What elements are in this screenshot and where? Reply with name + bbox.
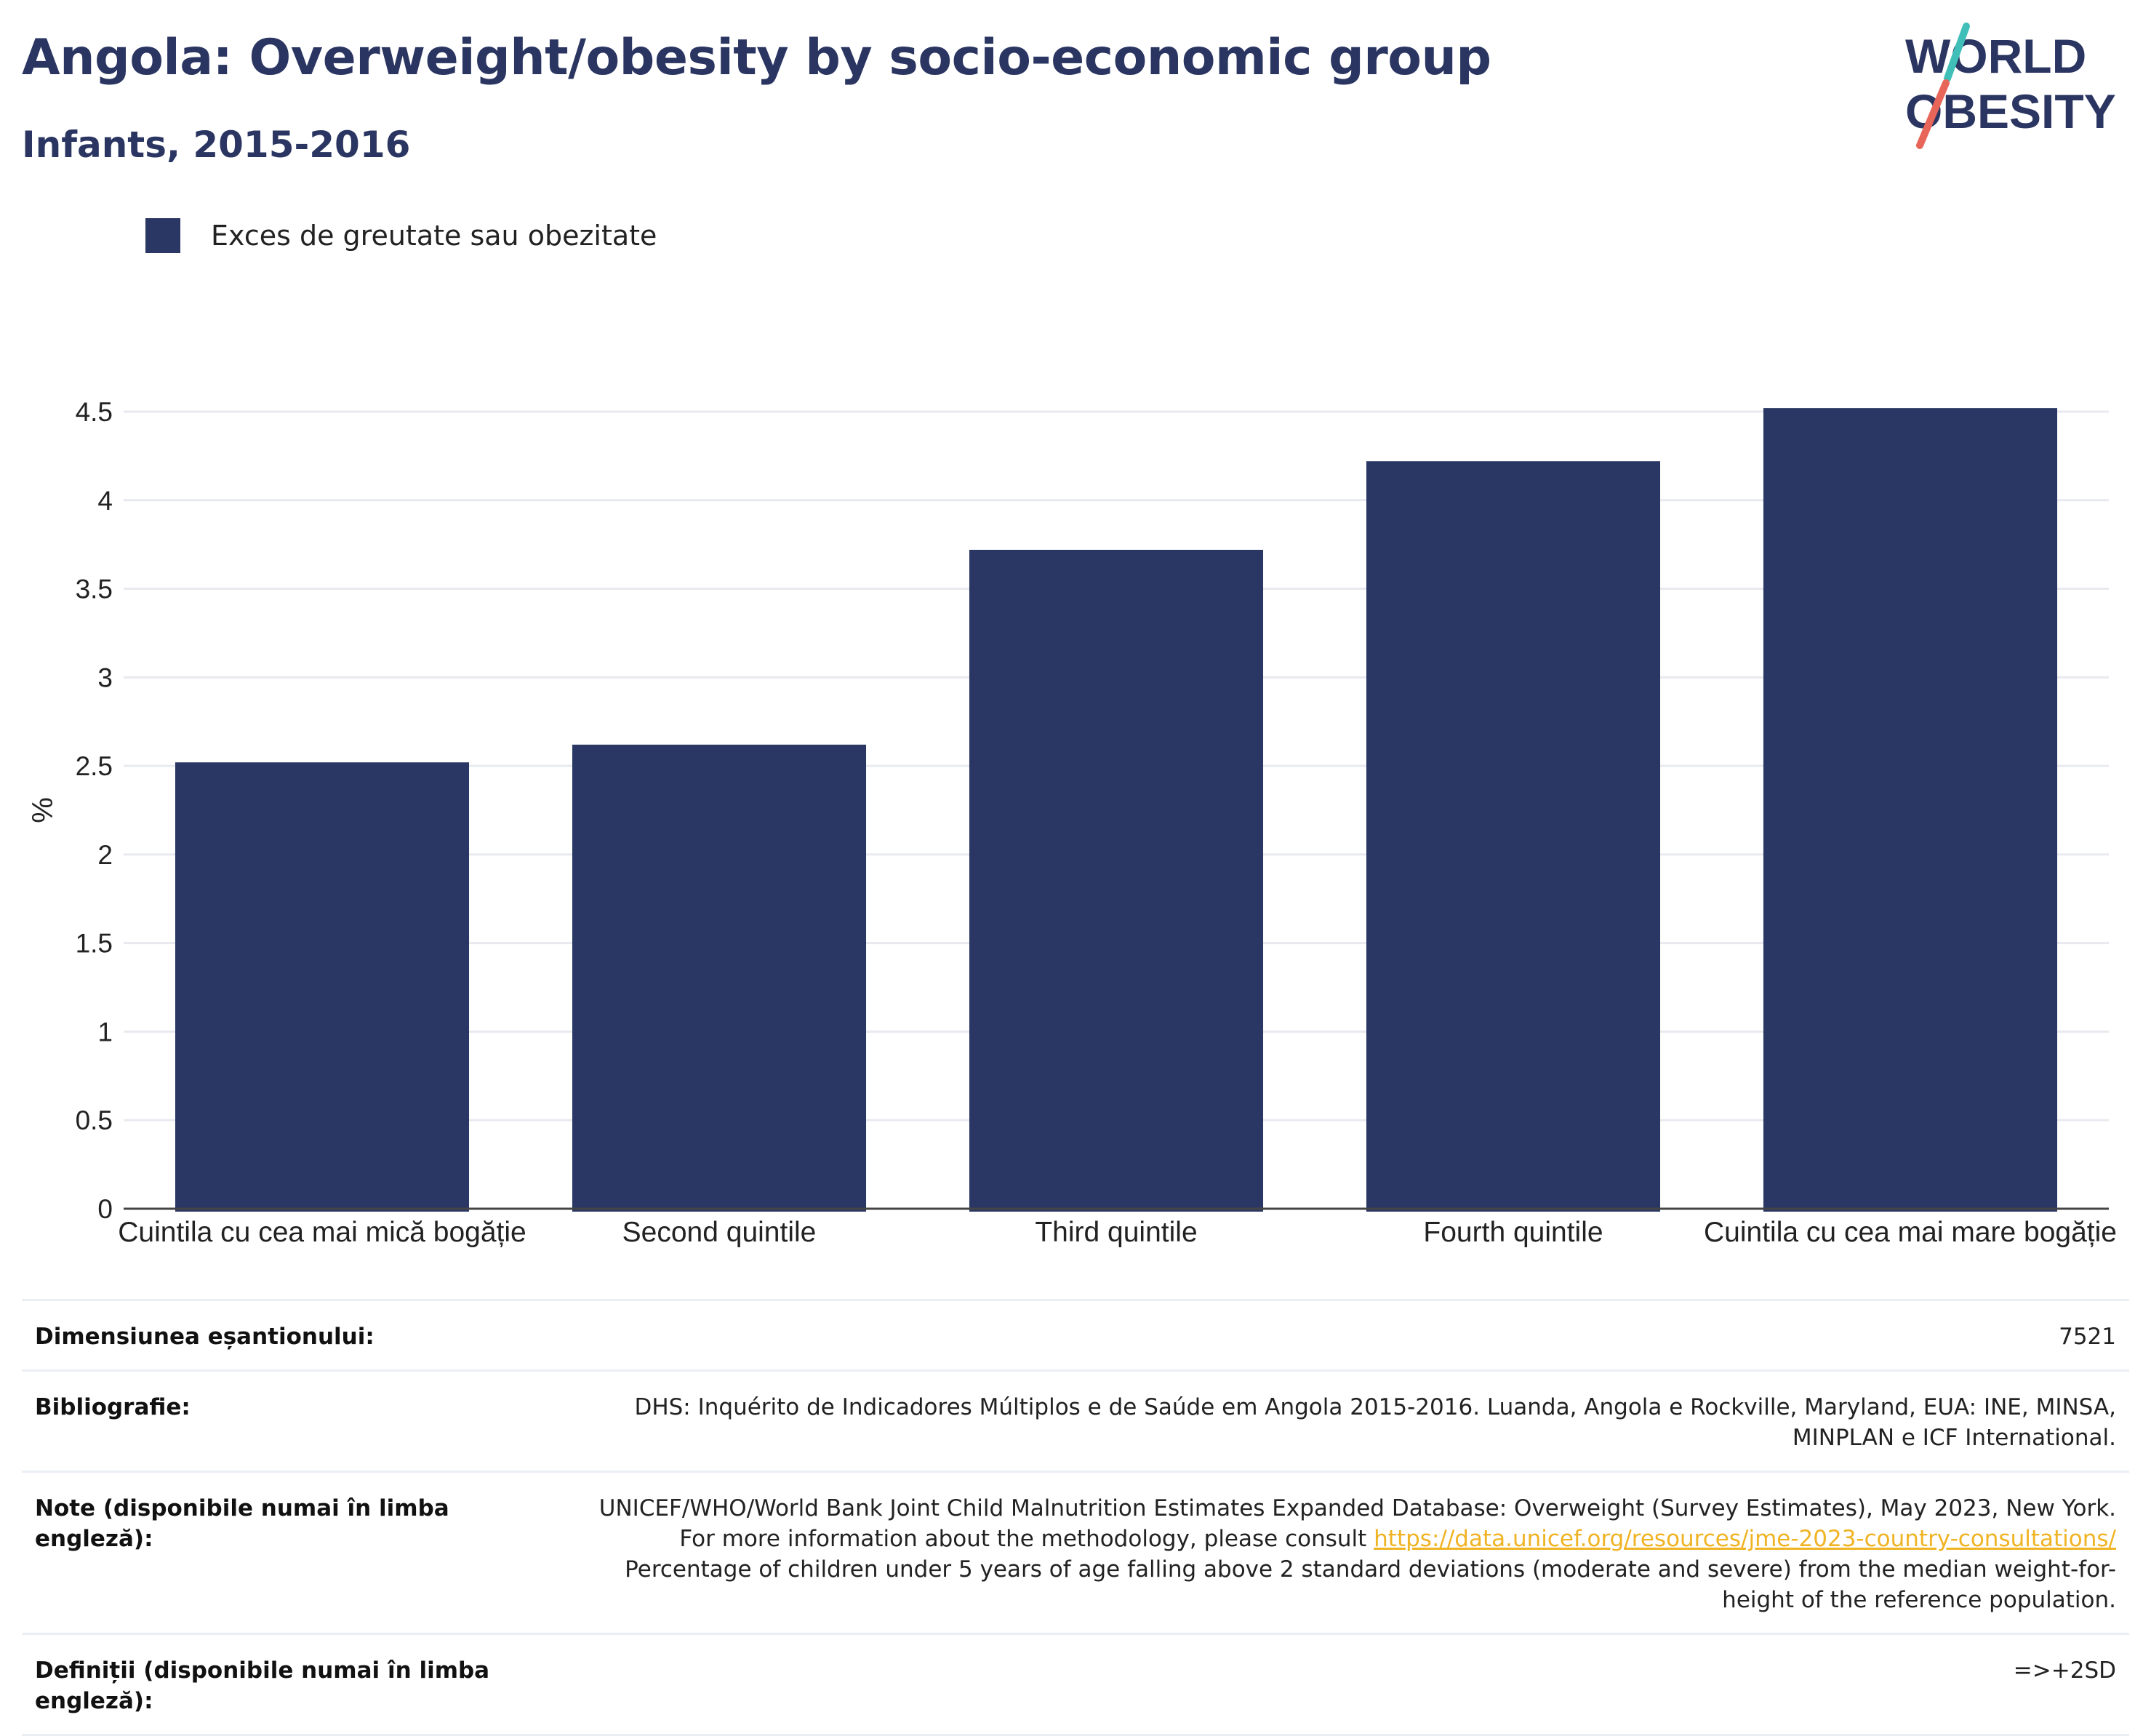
y-tick-label: 3 [97, 663, 113, 692]
legend-swatch [145, 218, 180, 253]
bar [1763, 408, 2058, 1212]
y-tick-label: 2.5 [76, 751, 113, 781]
notes-text-before: UNICEF/WHO/World Bank Joint Child Malnut… [598, 1495, 2116, 1552]
logo-slash-bottom [1916, 79, 1950, 149]
y-tick-label: 4.5 [76, 397, 113, 427]
definitions-value: =>+2SD [2013, 1657, 2116, 1684]
legend: Exces de greutate sau obezitate [145, 217, 657, 255]
logo-text-world: WORLD [1905, 29, 2086, 83]
y-tick-label: 0 [97, 1194, 113, 1224]
bar [1366, 461, 1661, 1212]
definitions-row: Definiții (disponibile numai în limba en… [22, 1633, 2129, 1736]
chart-title: Angola: Overweight/obesity by socio-econ… [22, 29, 1491, 87]
x-tick-label: Second quintile [622, 1217, 817, 1248]
methodology-link[interactable]: https://data.unicef.org/resources/jme-20… [1374, 1526, 2116, 1552]
legend-label: Exces de greutate sau obezitate [211, 220, 657, 252]
y-tick-label: 4 [97, 486, 113, 516]
notes-text-after: Percentage of children under 5 years of … [625, 1556, 2116, 1613]
sample-size-label: Dimensiunea eșantionului: [35, 1324, 374, 1350]
x-tick-label: Cuintila cu cea mai mică bogăție [118, 1217, 526, 1248]
y-tick-label: 2 [97, 840, 113, 870]
bibliography-value: DHS: Inquérito de Indicadores Múltiplos … [634, 1394, 2116, 1451]
bar [572, 744, 867, 1212]
logo-slash-top [1944, 23, 1970, 82]
y-axis-title: % [27, 797, 59, 823]
world-obesity-logo: WORLD OBESITY [1905, 23, 2116, 149]
chart-subtitle: Infants, 2015-2016 [22, 124, 411, 166]
y-tick-label: 0.5 [76, 1105, 113, 1135]
notes-value: UNICEF/WHO/World Bank Joint Child Malnut… [574, 1493, 2116, 1615]
bar-chart: 0 0.5 1 1.5 2 2.5 3 3.5 4 4.5% Cuintila cu cea mai… [27, 397, 2117, 1248]
bibliography-row: Bibliografie: DHS: Inquérito de Indicado… [22, 1369, 2129, 1471]
x-tick-label: Cuintila cu cea mai mare bogăție [1704, 1217, 2117, 1248]
definitions-label: Definiții (disponibile numai în limba en… [35, 1657, 490, 1714]
y-tick-label: 3.5 [76, 575, 113, 604]
x-tick-label: Fourth quintile [1423, 1217, 1603, 1248]
bibliography-label: Bibliografie: [35, 1394, 191, 1420]
bar [175, 762, 470, 1212]
y-tick-label: 1.5 [76, 929, 113, 959]
bar [969, 549, 1264, 1212]
info-table: Dimensiunea eșantionului: 7521 Bibliogra… [22, 1299, 2129, 1736]
x-tick-label: Third quintile [1035, 1217, 1197, 1248]
sample-size-row: Dimensiunea eșantionului: 7521 [22, 1299, 2129, 1369]
sample-size-value: 7521 [2059, 1324, 2116, 1350]
notes-label: Note (disponibile numai în limba engleză… [35, 1495, 449, 1552]
notes-row: Note (disponibile numai în limba engleză… [22, 1471, 2129, 1633]
y-tick-label: 1 [97, 1017, 113, 1047]
